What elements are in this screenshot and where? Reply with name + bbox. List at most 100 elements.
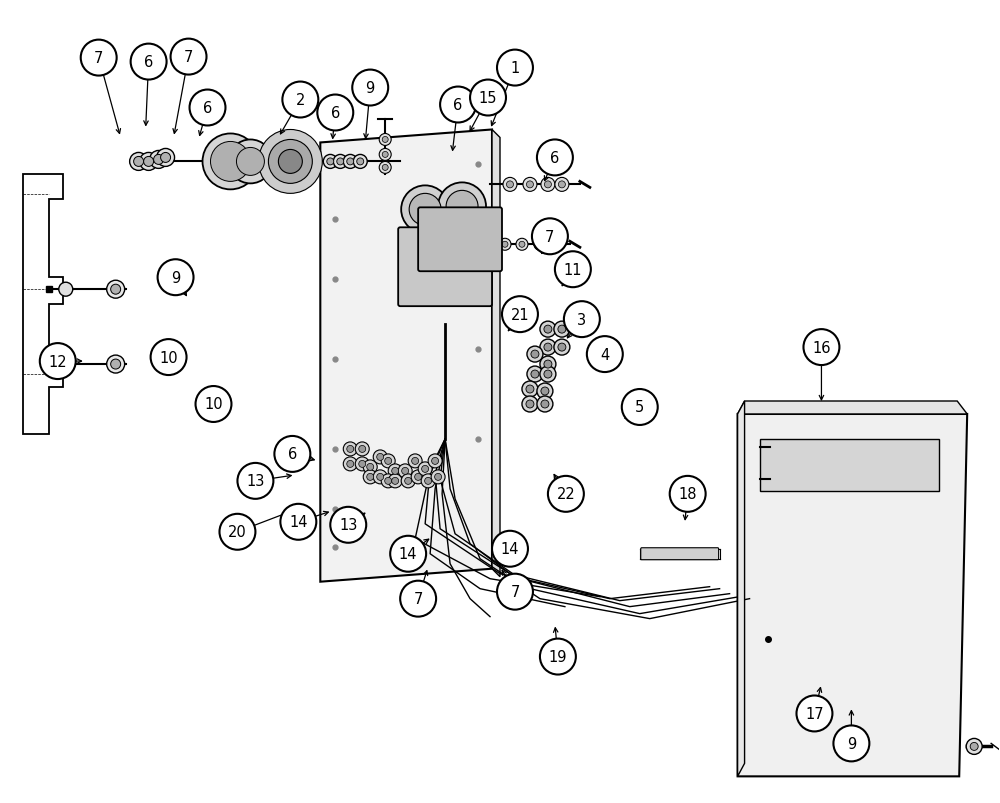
Circle shape xyxy=(527,347,543,363)
Circle shape xyxy=(803,330,839,365)
Circle shape xyxy=(337,159,344,165)
Circle shape xyxy=(282,83,318,118)
Polygon shape xyxy=(738,402,967,414)
Circle shape xyxy=(203,134,258,190)
Circle shape xyxy=(554,322,570,338)
Circle shape xyxy=(268,141,312,184)
Circle shape xyxy=(522,381,538,397)
Circle shape xyxy=(796,695,832,732)
Circle shape xyxy=(526,401,534,409)
Circle shape xyxy=(548,476,584,512)
Circle shape xyxy=(373,471,387,484)
Text: 7: 7 xyxy=(545,230,555,244)
Circle shape xyxy=(353,155,367,169)
Circle shape xyxy=(107,281,125,299)
Circle shape xyxy=(502,242,508,248)
Circle shape xyxy=(81,41,117,76)
Text: 6: 6 xyxy=(550,151,560,165)
Circle shape xyxy=(385,458,392,465)
Circle shape xyxy=(190,91,225,126)
Text: 13: 13 xyxy=(246,474,265,489)
Circle shape xyxy=(373,450,387,464)
Circle shape xyxy=(541,178,555,192)
Text: 6: 6 xyxy=(331,106,340,120)
Polygon shape xyxy=(738,414,967,777)
Circle shape xyxy=(431,471,445,484)
Circle shape xyxy=(131,44,167,80)
Circle shape xyxy=(833,726,869,761)
Circle shape xyxy=(531,371,539,378)
Circle shape xyxy=(111,360,121,369)
Circle shape xyxy=(440,88,476,124)
Circle shape xyxy=(211,142,250,182)
Circle shape xyxy=(537,242,543,248)
Text: 6: 6 xyxy=(144,55,153,70)
Circle shape xyxy=(333,155,347,169)
Circle shape xyxy=(392,478,399,485)
Circle shape xyxy=(327,159,334,165)
Circle shape xyxy=(544,371,552,378)
Circle shape xyxy=(388,475,402,488)
Circle shape xyxy=(388,464,402,479)
Circle shape xyxy=(544,181,551,189)
Circle shape xyxy=(359,461,366,468)
Polygon shape xyxy=(320,130,492,582)
Circle shape xyxy=(425,478,432,485)
Circle shape xyxy=(323,155,337,169)
Circle shape xyxy=(157,149,175,167)
Polygon shape xyxy=(492,130,500,577)
Text: 14: 14 xyxy=(289,515,308,530)
Circle shape xyxy=(537,397,553,413)
Circle shape xyxy=(415,474,422,481)
FancyBboxPatch shape xyxy=(418,208,502,272)
Circle shape xyxy=(540,367,556,382)
Circle shape xyxy=(541,388,549,396)
Circle shape xyxy=(236,149,264,176)
Circle shape xyxy=(558,181,565,189)
Circle shape xyxy=(411,471,425,484)
Text: 10: 10 xyxy=(204,397,223,412)
Text: 9: 9 xyxy=(171,271,180,285)
Circle shape xyxy=(540,639,576,675)
Circle shape xyxy=(274,436,310,472)
Circle shape xyxy=(359,446,366,453)
Circle shape xyxy=(552,242,558,248)
Text: 7: 7 xyxy=(184,50,193,65)
Text: 6: 6 xyxy=(288,446,297,462)
Circle shape xyxy=(140,153,158,171)
Circle shape xyxy=(158,260,194,296)
Circle shape xyxy=(219,514,255,550)
Circle shape xyxy=(522,397,538,413)
Circle shape xyxy=(398,464,412,479)
Circle shape xyxy=(171,39,207,75)
Circle shape xyxy=(534,239,546,251)
Text: 17: 17 xyxy=(805,706,824,721)
Circle shape xyxy=(541,401,549,409)
Circle shape xyxy=(558,344,566,352)
Circle shape xyxy=(107,356,125,373)
Circle shape xyxy=(363,471,377,484)
Circle shape xyxy=(237,463,273,499)
Text: 20: 20 xyxy=(228,524,247,540)
Circle shape xyxy=(111,285,121,295)
Circle shape xyxy=(400,581,436,617)
Text: 6: 6 xyxy=(453,98,463,113)
Circle shape xyxy=(379,162,391,174)
Circle shape xyxy=(540,322,556,338)
Circle shape xyxy=(502,297,538,332)
Circle shape xyxy=(382,137,388,143)
Text: 7: 7 xyxy=(413,592,423,606)
Circle shape xyxy=(564,302,600,338)
Circle shape xyxy=(317,96,353,132)
Text: 15: 15 xyxy=(479,91,497,106)
Circle shape xyxy=(412,458,419,465)
Circle shape xyxy=(343,155,357,169)
Circle shape xyxy=(347,461,354,468)
Circle shape xyxy=(526,385,534,393)
Text: 19: 19 xyxy=(549,650,567,664)
Circle shape xyxy=(526,181,533,189)
Polygon shape xyxy=(760,439,939,491)
Text: 9: 9 xyxy=(366,81,375,96)
Circle shape xyxy=(161,153,171,163)
Circle shape xyxy=(343,458,357,471)
